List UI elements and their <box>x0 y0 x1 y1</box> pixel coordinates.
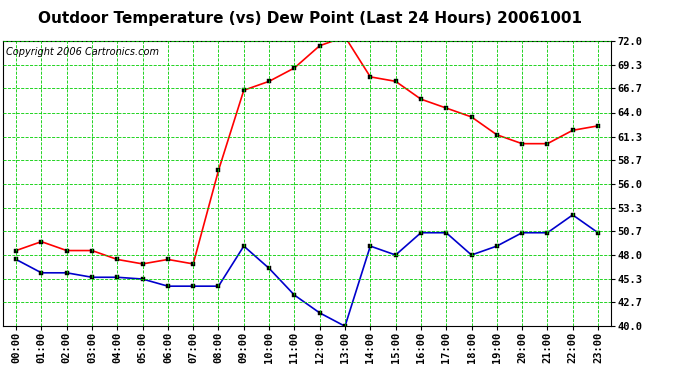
Text: Copyright 2006 Cartronics.com: Copyright 2006 Cartronics.com <box>6 47 159 57</box>
Text: Outdoor Temperature (vs) Dew Point (Last 24 Hours) 20061001: Outdoor Temperature (vs) Dew Point (Last… <box>39 11 582 26</box>
